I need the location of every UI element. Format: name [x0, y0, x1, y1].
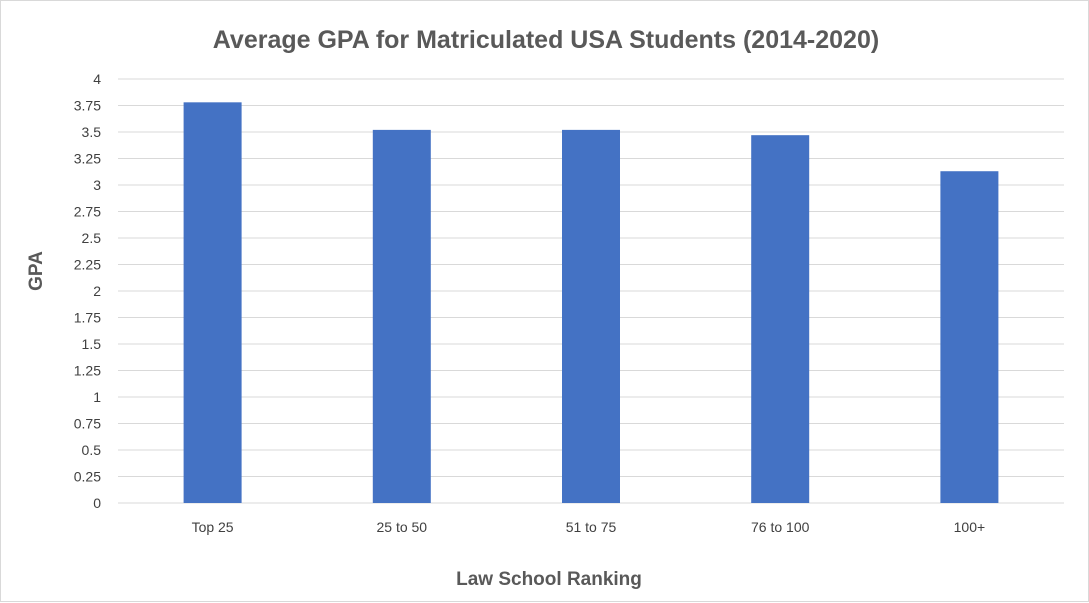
y-tick-label: 1.75	[74, 310, 101, 326]
bar	[562, 129, 620, 503]
x-axis-ticks: Top 25 25 to 50 51 to 75 76 to 100 100+	[192, 519, 986, 535]
y-tick-label: 3	[93, 177, 101, 193]
y-tick-label: 1.25	[74, 363, 101, 379]
bars	[183, 102, 999, 503]
bar	[183, 102, 242, 503]
y-tick-label: 0.25	[74, 469, 101, 485]
y-tick-label: 3.75	[74, 98, 101, 114]
x-tick-label: 51 to 75	[566, 519, 617, 535]
y-tick-label: 4	[93, 71, 101, 87]
y-tick-label: 0.5	[82, 442, 102, 458]
y-tick-label: 2.5	[82, 230, 102, 246]
y-tick-label: 3.25	[74, 151, 101, 167]
bar	[940, 171, 999, 503]
y-tick-label: 1.5	[82, 336, 102, 352]
x-tick-label: 25 to 50	[376, 519, 427, 535]
y-tick-label: 2.25	[74, 257, 101, 273]
y-axis-ticks: 0 0.25 0.5 0.75 1 1.25 1.5 1.75 2 2.25 2.5 2.75 3 3.2…	[74, 71, 101, 511]
y-tick-label: 1	[93, 389, 101, 405]
y-tick-label: 3.5	[82, 124, 102, 140]
y-tick-label: 0.75	[74, 416, 101, 432]
y-axis-title: GPA	[26, 251, 47, 291]
chart-title: Average GPA for Matriculated USA Student…	[213, 26, 879, 54]
bar	[372, 129, 431, 503]
x-tick-label: 76 to 100	[751, 519, 810, 535]
y-tick-label: 0	[93, 495, 101, 511]
x-axis-title: Law School Ranking	[456, 569, 642, 590]
x-tick-label: Top 25	[192, 519, 234, 535]
x-tick-label: 100+	[954, 519, 986, 535]
bar	[751, 135, 810, 503]
y-tick-label: 2	[93, 283, 101, 299]
y-tick-label: 2.75	[74, 204, 101, 220]
